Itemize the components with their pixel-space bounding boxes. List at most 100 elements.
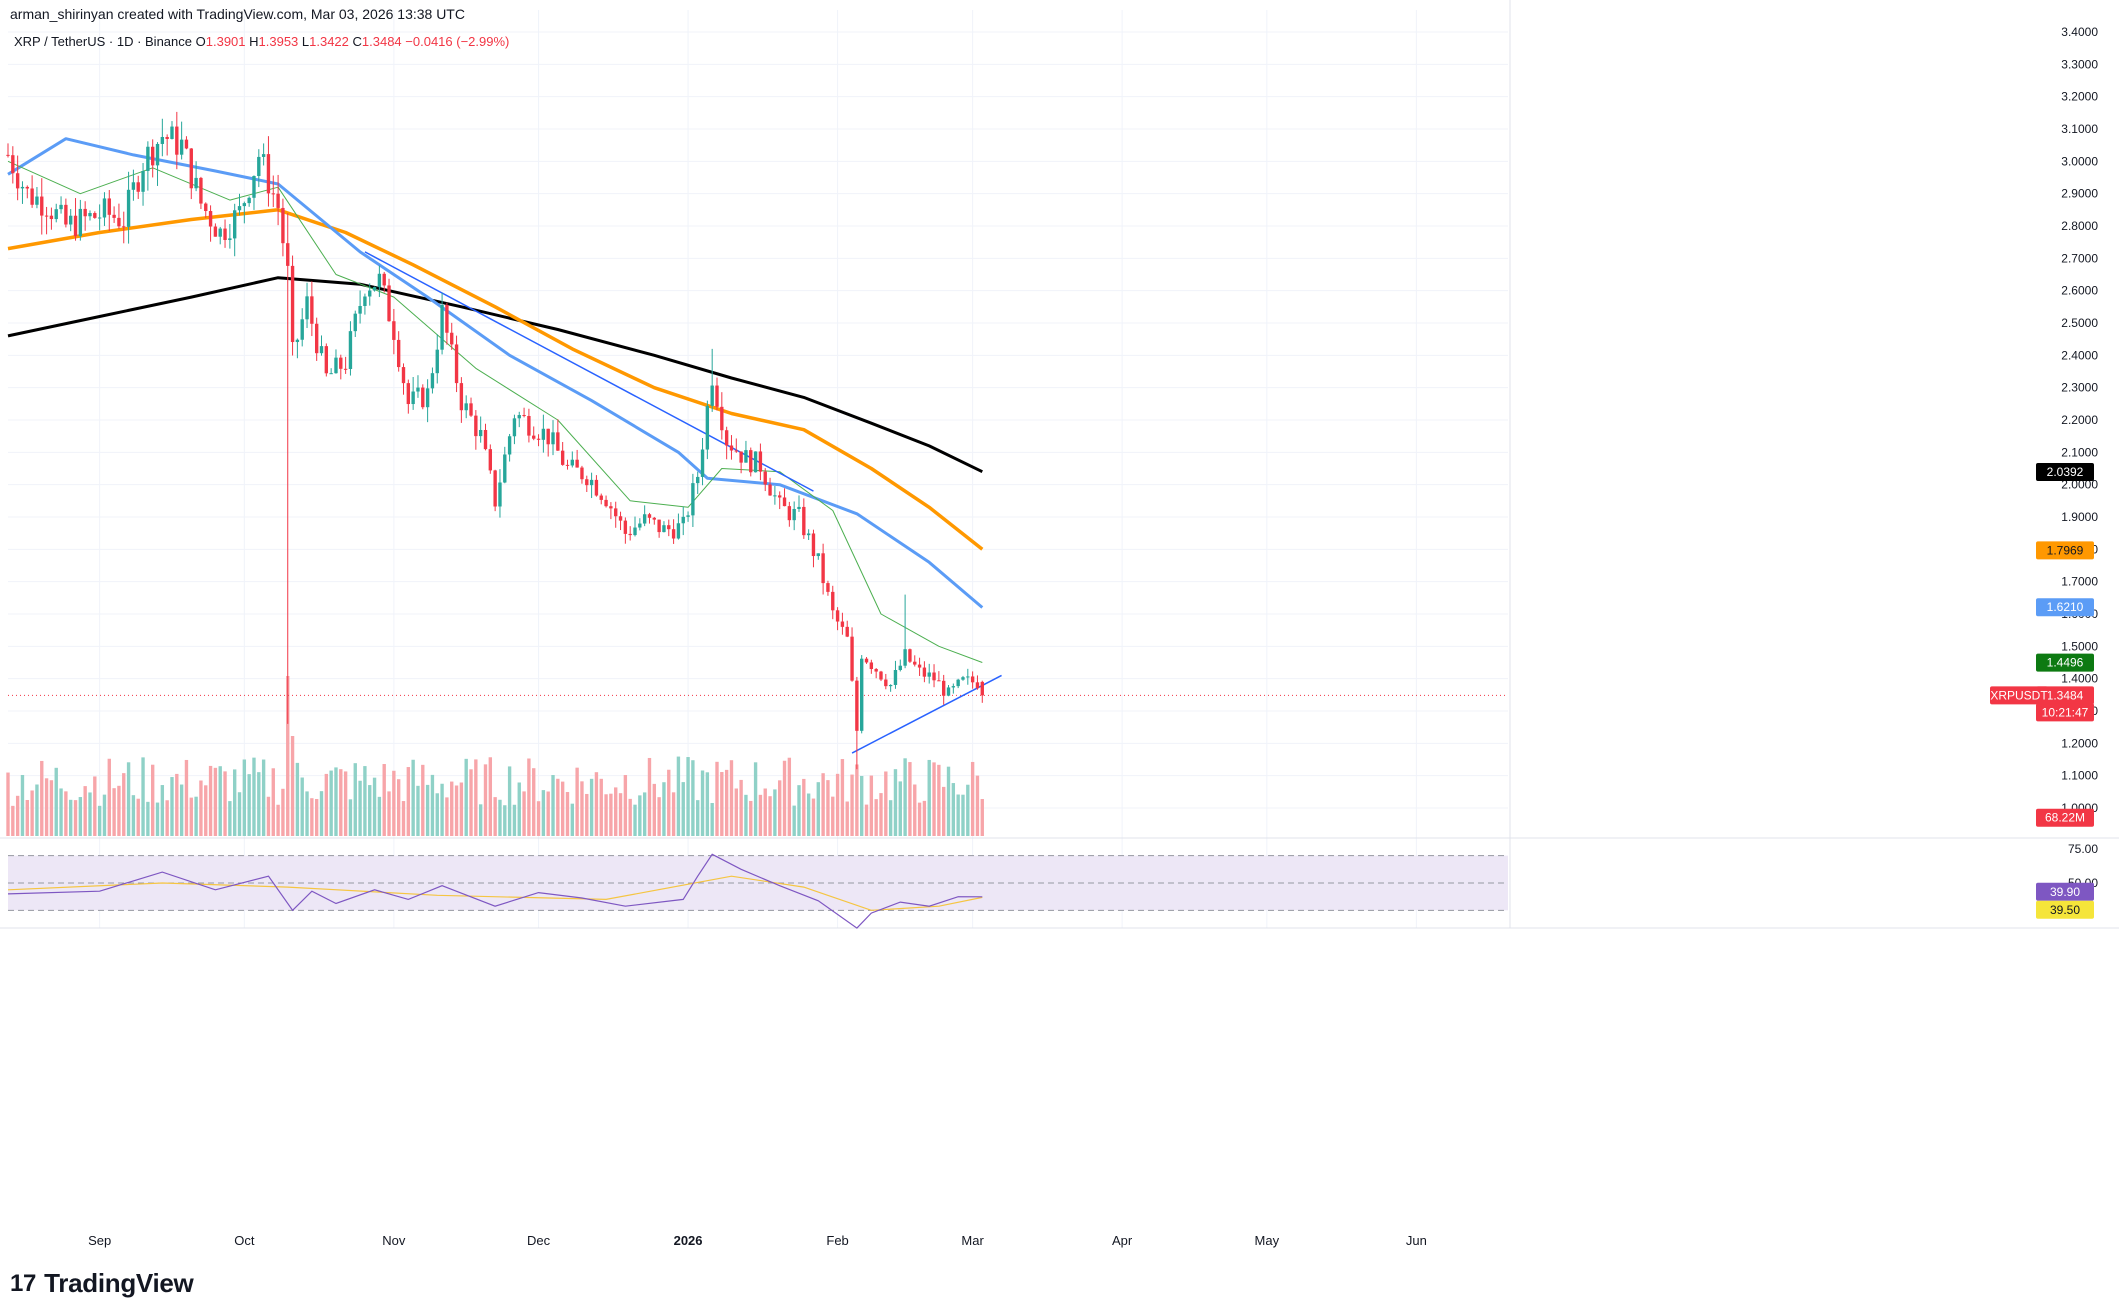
volume-bar bbox=[421, 764, 425, 836]
candle-body bbox=[59, 204, 63, 210]
price-axis[interactable]: 3.4000 3.3000 3.2000 3.1000 3.0000 2.9000 2.80… bbox=[2061, 25, 2098, 890]
tradingview-logo[interactable]: 17 TradingView bbox=[10, 1268, 194, 1299]
volume-bar bbox=[638, 795, 642, 836]
volume-bar bbox=[488, 757, 493, 836]
volume-bar bbox=[69, 799, 73, 836]
volume-bar bbox=[252, 757, 256, 836]
candle-body bbox=[252, 176, 256, 198]
volume-bar bbox=[551, 775, 555, 836]
rsi-pane bbox=[7, 853, 1508, 929]
volume-bar bbox=[628, 798, 632, 836]
volume-bar bbox=[261, 759, 266, 836]
volume-bar bbox=[570, 803, 574, 836]
candle-body bbox=[88, 213, 92, 217]
candle-body bbox=[739, 451, 743, 463]
volume-bar bbox=[512, 804, 517, 836]
price-tick-label: 2.1000 bbox=[2061, 445, 2098, 459]
candle-body bbox=[845, 626, 849, 637]
moving-average-lines bbox=[7, 137, 1508, 696]
logo-text: TradingView bbox=[44, 1268, 194, 1298]
candle-body bbox=[917, 664, 922, 668]
volume-bar bbox=[204, 785, 208, 836]
volume-bar bbox=[242, 759, 247, 836]
volume-bar bbox=[445, 797, 449, 836]
candle-body bbox=[710, 385, 714, 406]
candle-body bbox=[575, 459, 579, 468]
volume-bar bbox=[913, 784, 917, 836]
candle-body bbox=[175, 126, 179, 155]
volume-bar bbox=[951, 783, 956, 836]
price-tick-label: 1.9000 bbox=[2061, 510, 2098, 524]
volume-bar bbox=[49, 780, 54, 836]
candle-body bbox=[155, 143, 160, 166]
volume-bar bbox=[642, 792, 647, 836]
candle-body bbox=[589, 479, 594, 486]
time-axis[interactable]: Sep Oct Nov Dec 2026 Feb Mar Apr May Jun bbox=[88, 1233, 1427, 1248]
candle-body bbox=[565, 464, 570, 466]
candle-body bbox=[242, 203, 247, 207]
volume-bar bbox=[199, 780, 203, 836]
volume-bar bbox=[821, 773, 825, 836]
candle-body bbox=[826, 583, 830, 592]
volume-bar bbox=[44, 778, 49, 836]
volume-bar bbox=[975, 775, 980, 836]
candle-body bbox=[546, 428, 550, 445]
candle-body bbox=[802, 506, 806, 536]
candle-body bbox=[406, 383, 411, 405]
volume-bar bbox=[932, 762, 936, 836]
candle-body bbox=[300, 319, 304, 340]
volume-bar bbox=[247, 774, 251, 836]
candle-body bbox=[228, 238, 232, 240]
candle-body bbox=[165, 136, 169, 139]
trendlines[interactable] bbox=[364, 251, 1002, 754]
price-tick-label: 3.3000 bbox=[2061, 57, 2098, 71]
candle-body bbox=[888, 684, 893, 687]
candle-body bbox=[295, 339, 300, 343]
candle-body bbox=[541, 428, 546, 440]
time-tick-label: Mar bbox=[961, 1233, 984, 1248]
price-tick-label: 2.8000 bbox=[2061, 219, 2098, 233]
volume-bar bbox=[141, 757, 145, 836]
time-tick-label: Oct bbox=[234, 1233, 255, 1248]
candle-body bbox=[946, 687, 951, 696]
candle-body bbox=[44, 215, 49, 217]
volume-bar bbox=[787, 757, 792, 836]
volume-bar bbox=[266, 796, 271, 836]
candle-body bbox=[151, 146, 155, 166]
candle-body bbox=[831, 591, 835, 611]
candle-body bbox=[884, 679, 888, 687]
time-tick-label: Sep bbox=[88, 1233, 111, 1248]
volume-bar bbox=[474, 759, 478, 836]
candle-body bbox=[286, 243, 290, 266]
price-tick-label: 3.0000 bbox=[2061, 154, 2098, 168]
volume-bar bbox=[319, 791, 324, 836]
volume-bar bbox=[507, 766, 512, 836]
volume-bar bbox=[681, 782, 685, 836]
candle-body bbox=[604, 499, 608, 507]
candle-body bbox=[908, 649, 912, 662]
candle-body bbox=[276, 193, 280, 208]
candle-body bbox=[40, 196, 44, 216]
volume-bar bbox=[363, 766, 367, 836]
volume-bar bbox=[237, 792, 242, 836]
candle-body bbox=[208, 211, 213, 227]
ema50-line bbox=[7, 137, 984, 609]
volume-bar bbox=[835, 773, 840, 836]
volume-bar bbox=[59, 788, 63, 836]
candle-body bbox=[792, 508, 796, 521]
candle-body bbox=[503, 454, 507, 483]
candle-body bbox=[657, 519, 661, 533]
candle-body bbox=[372, 287, 377, 291]
volume-bar bbox=[667, 769, 671, 836]
symbol-label-bg bbox=[1990, 686, 2048, 705]
candle-body bbox=[305, 296, 309, 320]
candle-body bbox=[512, 418, 517, 437]
volume-bar bbox=[647, 757, 652, 836]
volume-bar bbox=[64, 791, 68, 836]
rsi-ma-value-label-bg bbox=[2036, 900, 2094, 919]
volume-bar bbox=[122, 773, 126, 836]
candle-body bbox=[874, 669, 878, 672]
ohlc-c: C1.3484 bbox=[348, 34, 402, 49]
candle-body bbox=[266, 154, 271, 194]
